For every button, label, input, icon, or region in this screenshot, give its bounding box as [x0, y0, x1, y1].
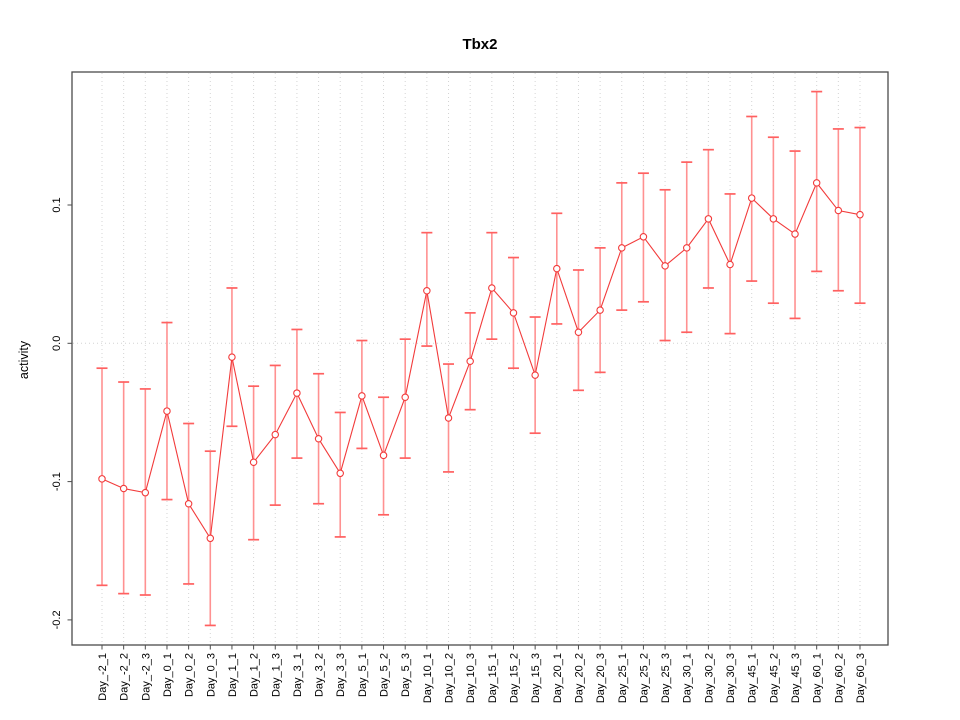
data-point [401, 393, 409, 401]
x-tick-label: Day_1_3 [270, 653, 282, 697]
data-point [812, 179, 821, 187]
x-tick-label: Day_1_2 [249, 653, 261, 697]
data-point [466, 357, 474, 366]
x-tick-label: Day_20_1 [552, 653, 564, 703]
data-point [379, 451, 388, 460]
x-tick-label: Day_60_1 [812, 653, 824, 703]
x-tick-label: Day_3_3 [335, 653, 347, 697]
plot-border [71, 71, 889, 646]
x-tick-label: Day_5_1 [357, 653, 369, 697]
data-point [488, 284, 496, 292]
data-point [509, 309, 518, 317]
data-point [293, 389, 301, 397]
x-tick-label: Day_-2_3 [140, 653, 152, 701]
x-tick-label: Day_30_1 [682, 653, 694, 703]
error-bars-layer [96, 90, 866, 627]
x-tick-label: Day_15_1 [487, 653, 499, 703]
data-point [228, 353, 236, 361]
data-points-layer [98, 179, 864, 543]
gridlines-layer [73, 73, 887, 644]
x-tick-label: Day_20_3 [595, 653, 607, 703]
x-tick-label: Day_0_3 [205, 653, 217, 697]
x-tick-label: Day_25_3 [660, 653, 672, 703]
y-tick-label: 0.1 [51, 197, 63, 212]
data-point [336, 469, 344, 478]
series-line-layer [101, 181, 861, 540]
y-tick-label: 0.0 [51, 336, 63, 351]
data-point [423, 286, 431, 295]
data-point [98, 475, 106, 483]
y-tick-label: -0.1 [51, 472, 63, 491]
data-point [249, 458, 258, 466]
x-tick-label: Day_20_2 [573, 653, 585, 703]
chart-title: Tbx2 [462, 36, 497, 53]
y-axis-title: activity [17, 340, 31, 379]
data-point [704, 215, 713, 223]
x-tick-label: Day_3_1 [292, 653, 304, 697]
data-point [119, 484, 128, 493]
data-point [271, 430, 280, 439]
data-point [769, 215, 778, 223]
data-point [791, 230, 799, 238]
x-tick-label: Day_10_3 [465, 653, 477, 703]
data-point [618, 244, 626, 252]
data-point [141, 488, 150, 497]
x-tick-label: Day_3_2 [314, 653, 326, 697]
data-point [184, 499, 193, 508]
x-tick-label: Day_45_2 [768, 653, 780, 703]
x-tick-label: Day_45_1 [747, 653, 759, 703]
x-tick-label: Day_60_3 [855, 653, 867, 703]
x-tick-label: Day_0_2 [184, 653, 196, 697]
x-tick-label: Day_-2_2 [119, 653, 131, 701]
data-point [639, 233, 648, 241]
data-point [163, 407, 171, 415]
data-point [726, 260, 734, 269]
data-point [444, 414, 453, 422]
x-tick-label: Day_60_2 [833, 653, 845, 703]
data-point [834, 206, 843, 215]
x-tick-label: Day_5_2 [379, 653, 391, 697]
x-tick-label: Day_45_3 [790, 653, 802, 703]
data-point [596, 306, 604, 314]
data-point [206, 534, 215, 543]
x-tick-label: Day_10_1 [422, 653, 434, 703]
data-point [531, 371, 539, 379]
x-tick-label: Day_5_3 [400, 653, 412, 697]
x-tick-label: Day_10_2 [444, 653, 456, 703]
x-tick-label: Day_30_3 [725, 653, 737, 703]
x-tick-label: Day_-2_1 [97, 653, 109, 701]
y-tick-label: -0.2 [51, 610, 63, 629]
axes-layer: Day_-2_1 Day_-2_2 Day_-2_3 Day_0_1 Day_0_2 Da… [51, 71, 889, 703]
x-tick-label: Day_0_1 [162, 653, 174, 697]
data-point [682, 244, 691, 252]
data-point [553, 264, 561, 273]
data-point [747, 194, 756, 202]
series-polyline [101, 181, 861, 540]
data-point [358, 392, 366, 400]
data-point [574, 328, 583, 336]
data-point [314, 434, 323, 443]
x-tick-label: Day_1_1 [227, 653, 239, 697]
x-tick-label: Day_30_2 [703, 653, 715, 703]
x-tick-label: Day_25_1 [617, 653, 629, 703]
data-point [661, 262, 669, 270]
x-tick-label: Day_15_2 [508, 653, 520, 703]
x-tick-label: Day_15_3 [530, 653, 542, 703]
data-point [856, 210, 864, 219]
x-tick-label: Day_25_2 [638, 653, 650, 703]
